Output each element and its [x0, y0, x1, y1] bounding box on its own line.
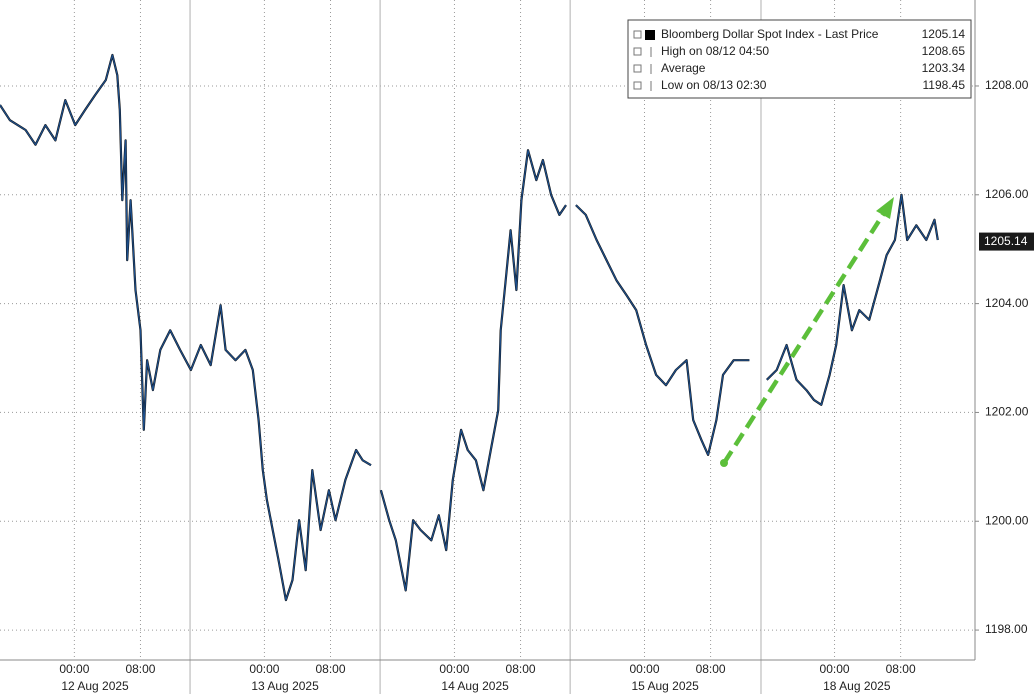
x-tick-label: 08:00	[696, 662, 726, 676]
legend-swatch	[645, 30, 655, 40]
date-label: 15 Aug 2025	[631, 679, 699, 693]
legend-label: Bloomberg Dollar Spot Index - Last Price	[661, 27, 879, 41]
legend-box	[627, 19, 972, 99]
x-tick-label: 00:00	[59, 662, 89, 676]
x-tick-label: 00:00	[629, 662, 659, 676]
date-label: 14 Aug 2025	[441, 679, 509, 693]
y-tick-label: 1202.00	[985, 405, 1029, 419]
x-tick-label: 00:00	[439, 662, 469, 676]
legend-label: High on 08/12 04:50	[661, 44, 769, 58]
price-line	[0, 54, 939, 601]
arrow-start	[720, 459, 728, 467]
axes: 1198.00 1200.00 1202.00 1204.00 1206.00 1208.…	[59, 78, 1034, 693]
last-price-label: 1205.14	[984, 234, 1028, 248]
date-label: 13 Aug 2025	[251, 679, 319, 693]
y-tick-label: 1206.00	[985, 187, 1029, 201]
x-tick-label: 08:00	[506, 662, 536, 676]
x-tick-label: 00:00	[820, 662, 850, 676]
y-tick-label: 1200.00	[985, 513, 1029, 527]
date-label: 18 Aug 2025	[823, 679, 891, 693]
legend-check	[633, 47, 642, 56]
y-tick-label: 1198.00	[985, 622, 1028, 636]
legend-check	[633, 81, 642, 90]
legend-check	[633, 30, 642, 39]
x-tick-label: 08:00	[886, 662, 916, 676]
legend-value: 1203.34	[922, 61, 966, 75]
legend-value: 1205.14	[922, 27, 966, 41]
x-tick-label: 00:00	[249, 662, 279, 676]
y-tick-label: 1204.00	[985, 296, 1029, 310]
trend-arrow	[720, 197, 894, 467]
legend-value: 1198.45	[923, 78, 966, 92]
grid	[0, 0, 975, 694]
legend-check	[633, 64, 642, 73]
plot	[0, 53, 939, 602]
last-price-tag	[979, 232, 1034, 251]
legend-label: Average	[661, 61, 706, 75]
legend: Bloomberg Dollar Spot Index - Last Price…	[627, 19, 972, 99]
date-label: 12 Aug 2025	[61, 679, 129, 693]
x-tick-label: 08:00	[315, 662, 345, 676]
y-tick-label: 1208.00	[985, 78, 1029, 92]
legend-label: Low on 08/13 02:30	[661, 78, 767, 92]
x-tick-label: 08:00	[125, 662, 155, 676]
arrow-head	[876, 197, 894, 219]
legend-value: 1208.65	[922, 44, 966, 58]
arrow-shaft	[722, 211, 886, 465]
